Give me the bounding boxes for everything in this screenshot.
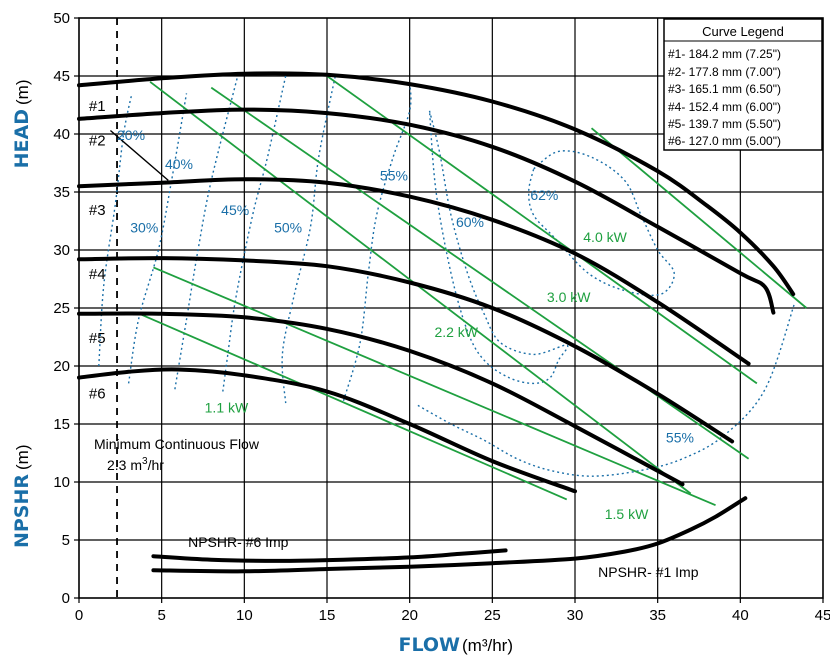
npshr-curve: [151, 496, 748, 574]
legend-entry: #2- 177.8 mm (7.00"): [668, 65, 781, 79]
y-tick-label: 15: [53, 416, 70, 433]
min-flow-value: 2.3 m3/hr: [107, 456, 164, 473]
y-tick-label: 40: [53, 126, 70, 143]
power-label: 3.0 kW: [547, 289, 591, 305]
curve-number-label: #6: [89, 385, 106, 402]
efficiency-label: 55%: [666, 430, 694, 446]
y-tick-label: 0: [62, 590, 70, 607]
efficiency-contour: [222, 75, 287, 392]
power-lines: [136, 75, 808, 507]
x-tick-label: 10: [236, 607, 253, 624]
min-flow-annotation: Minimum Continuous Flow 2.3 m3/hr: [94, 436, 260, 473]
legend-entry: #6- 127.0 mm (5.00"): [668, 134, 781, 148]
head-curve: [77, 256, 735, 444]
power-label: 1.5 kW: [605, 506, 649, 522]
efficiency-label: 55%: [380, 167, 408, 183]
x-tick-label: 25: [484, 607, 501, 624]
curve-number-label: #5: [89, 330, 106, 347]
curve-number-label: #1: [89, 98, 106, 115]
power-line: [136, 311, 568, 501]
head-curve: [77, 177, 751, 366]
efficiency-label: 30%: [130, 220, 158, 236]
x-tick-label: 45: [815, 607, 830, 624]
y-tick-label: 45: [53, 68, 70, 85]
y-tick-label: 25: [53, 300, 70, 317]
legend-entry: #3- 165.1 mm (6.50"): [668, 82, 781, 96]
head-curve: [77, 107, 776, 315]
efficiency-contour: [281, 75, 336, 404]
efficiency-label: 62%: [530, 187, 558, 203]
legend-entry: #4- 152.4 mm (6.00"): [668, 100, 781, 114]
npshr-curve-label: NPSHR- #1 Imp: [598, 564, 699, 580]
y-tick-label: 10: [53, 474, 70, 491]
x-tick-label: 35: [649, 607, 666, 624]
head-curve: [77, 311, 685, 487]
curve-number-label: #2: [89, 133, 106, 150]
power-label: 2.2 kW: [434, 324, 478, 340]
legend-title: Curve Legend: [702, 24, 784, 39]
legend-entry: #5- 139.7 mm (5.50"): [668, 117, 781, 131]
y-tick-label: 35: [53, 184, 70, 201]
min-flow-label: Minimum Continuous Flow: [94, 436, 260, 452]
efficiency-contour: [417, 301, 796, 477]
y-tick-label: 30: [53, 242, 70, 259]
y-tick-label: 50: [53, 10, 70, 27]
efficiency-contour: [342, 81, 412, 401]
power-line: [326, 75, 758, 385]
y-tick-label: 20: [53, 358, 70, 375]
power-label: 1.1 kW: [205, 399, 249, 415]
y-axis-label-head: HEAD: [11, 109, 33, 168]
y-axis-title-npshr: NPSHR (m): [11, 445, 33, 549]
npshr-curve-label: NPSHR- #6 Imp: [188, 534, 289, 550]
curve-number-label: #4: [89, 266, 106, 283]
efficiency-label: 40%: [165, 156, 193, 172]
head-curves: [77, 71, 796, 494]
head-curve: [77, 367, 577, 494]
efficiency-label: 60%: [456, 214, 484, 230]
y-axis-unit-npshr: (m): [13, 445, 32, 470]
curve-legend: Curve Legend #1- 184.2 mm (7.25") #2- 17…: [663, 18, 823, 151]
curve-number-label: #3: [89, 202, 106, 219]
x-tick-label: 5: [157, 607, 165, 624]
min-flow-value-unit: /hr: [148, 457, 165, 473]
efficiency-contour: [127, 93, 188, 384]
y-axis-title-head: HEAD (m): [11, 80, 33, 169]
x-tick-label: 40: [732, 607, 749, 624]
chart-labels: #1#2#3#4#5#620%30%40%45%50%55%60%62%55%5…: [89, 98, 707, 580]
x-tick-label: 30: [567, 607, 584, 624]
min-flow-value-main: 2.3 m: [107, 457, 142, 473]
x-axis-title: FLOW (m³/hr): [398, 634, 513, 656]
curve-2-leader: [109, 129, 169, 181]
x-tick-label: 15: [319, 607, 336, 624]
head-curve: [77, 71, 796, 297]
power-line: [149, 81, 692, 495]
x-axis-unit: (m³/hr): [462, 636, 513, 655]
y-tick-label: 5: [62, 532, 70, 549]
efficiency-label: 20%: [117, 127, 145, 143]
power-line: [153, 266, 716, 507]
x-tick-label: 20: [401, 607, 418, 624]
efficiency-label: 50%: [274, 220, 302, 236]
axes: 0 5 10 15 20 25 30 35 40 45 0 5 10 15 20 25 30 35 40 45 50: [53, 10, 830, 624]
y-axis-label-npshr: NPSHR: [11, 474, 33, 548]
x-tick-label: 0: [75, 607, 83, 624]
y-axis-unit-head: (m): [13, 80, 32, 105]
legend-entry: #1- 184.2 mm (7.25"): [668, 47, 781, 61]
x-axis-label: FLOW: [398, 634, 460, 656]
efficiency-label: 45%: [221, 202, 249, 218]
npshr-curves: [151, 496, 748, 574]
power-label: 4.0 kW: [583, 229, 627, 245]
efficiency-contour: [428, 110, 569, 385]
power-line: [590, 127, 808, 309]
npshr-curve: [151, 548, 508, 563]
min-flow-value-sup: 3: [142, 456, 148, 467]
